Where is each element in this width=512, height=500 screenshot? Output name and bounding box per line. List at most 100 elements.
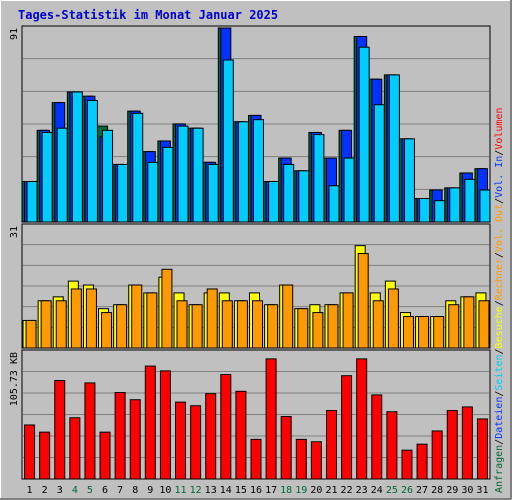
bar-seiten-day-16: [253, 119, 264, 223]
bar-seiten-day-26: [403, 138, 415, 223]
x-axis-day-label: 30: [461, 485, 473, 496]
bar-seiten-day-24: [373, 104, 385, 223]
bar-seiten-day-22: [343, 157, 355, 223]
bar-rechner-day-7: [116, 304, 128, 349]
bar-volumen-day-16: [250, 438, 262, 480]
bar-volumen-day-27: [416, 443, 428, 480]
bar-volumen-day-31: [476, 418, 488, 480]
legend-entry: /: [494, 348, 505, 354]
bar-seiten-day-21: [328, 185, 340, 223]
bar-seiten-day-7: [117, 163, 129, 223]
bar-seiten-day-18: [283, 163, 295, 223]
x-axis-day-label: 11: [174, 485, 186, 496]
bar-seiten-day-17: [268, 180, 280, 223]
bar-rechner-day-29: [448, 304, 460, 349]
bar-seiten-day-31: [479, 189, 491, 223]
x-axis-day-label: 14: [220, 485, 232, 496]
x-axis-day-label: 13: [205, 485, 217, 496]
bar-volumen-day-14: [220, 374, 232, 480]
bar-volumen-day-2: [39, 431, 51, 480]
bar-rechner-day-23: [357, 253, 369, 349]
bar-seiten-day-15: [237, 121, 249, 223]
bar-volumen-day-12: [190, 405, 202, 480]
bar-seiten-day-8: [132, 112, 144, 223]
bar-volumen-day-9: [144, 365, 156, 480]
panel-bottom-y-max-label: 105.73 KB: [9, 352, 20, 406]
legend-entry: /: [494, 252, 505, 258]
bar-seiten-day-4: [71, 91, 83, 223]
bar-rechner-day-25: [387, 288, 399, 349]
bar-volumen-day-29: [446, 410, 458, 480]
x-axis-day-label: 27: [416, 485, 428, 496]
bar-volumen-day-22: [341, 375, 353, 480]
bar-seiten-day-20: [313, 134, 325, 223]
bar-seiten-day-13: [207, 163, 219, 223]
bar-rechner-day-18: [282, 284, 294, 349]
bar-volumen-day-15: [235, 390, 247, 480]
right-series-legend: Anfragen/Dateien/Seiten/Besuche/Rechner/…: [494, 108, 505, 493]
x-axis-day-label: 5: [87, 485, 93, 496]
bar-volumen-day-19: [295, 438, 307, 480]
bar-rechner-day-5: [85, 288, 97, 349]
bar-rechner-day-26: [402, 316, 414, 349]
bar-seiten-day-30: [464, 178, 476, 223]
bar-volumen-day-17: [265, 358, 277, 480]
bar-volumen-day-24: [371, 394, 383, 480]
bar-volumen-day-5: [84, 382, 96, 480]
legend-entry: Rechner: [494, 258, 505, 300]
legend-entry: /: [494, 198, 505, 204]
x-axis-day-label: 25: [386, 485, 398, 496]
legend-entry: Anfragen: [494, 445, 505, 493]
bar-rechner-day-28: [433, 316, 445, 349]
x-axis-day-label: 23: [356, 485, 368, 496]
bar-volumen-day-6: [99, 431, 111, 480]
panel-top-y-max-label: 91: [9, 28, 20, 40]
legend-entry: /: [494, 391, 505, 397]
bar-rechner-day-3: [55, 300, 67, 349]
bar-volumen-day-18: [280, 416, 292, 480]
legend-entry: Volumen: [494, 108, 505, 150]
bar-volumen-day-3: [54, 380, 66, 480]
bar-rechner-day-11: [176, 300, 188, 349]
x-axis-day-label: 18: [280, 485, 292, 496]
legend-entry: Seiten: [494, 354, 505, 390]
bar-rechner-day-14: [221, 300, 233, 349]
bar-volumen-day-20: [310, 441, 322, 480]
x-axis-day-label: 31: [476, 485, 488, 496]
legend-entry: /: [494, 300, 505, 306]
x-axis-day-label: 20: [310, 485, 322, 496]
bar-rechner-day-20: [312, 312, 324, 349]
bar-seiten-day-27: [419, 198, 431, 223]
bar-volumen-day-1: [24, 424, 36, 480]
bar-seiten-day-25: [388, 74, 400, 223]
panel-middle-y-max-label: 31: [9, 226, 20, 238]
bar-volumen-day-21: [325, 410, 337, 480]
bar-seiten-day-6: [102, 129, 114, 223]
bar-rechner-day-4: [70, 288, 82, 349]
x-axis-day-label: 16: [250, 485, 262, 496]
bar-rechner-day-31: [478, 300, 490, 349]
x-axis-day-label: 15: [235, 485, 247, 496]
x-axis-day-label: 8: [132, 485, 138, 496]
bar-seiten-day-11: [177, 125, 189, 223]
bar-volumen-day-7: [114, 392, 126, 480]
x-axis-day-label: 4: [72, 485, 78, 496]
x-axis-day-label: 10: [159, 485, 171, 496]
x-axis-day-label: 1: [27, 485, 33, 496]
bar-volumen-day-11: [175, 401, 187, 480]
bar-rechner-day-15: [236, 300, 248, 349]
bar-volumen-day-8: [129, 399, 141, 480]
chart-title: Tages-Statistik im Monat Januar 2025: [18, 8, 278, 22]
bar-volumen-day-23: [356, 358, 368, 480]
x-axis-day-label: 3: [57, 485, 63, 496]
legend-entry: /: [494, 439, 505, 445]
bar-seiten-day-23: [358, 46, 370, 223]
legend-entry: /: [494, 150, 505, 156]
x-axis-day-label: 19: [295, 485, 307, 496]
bar-seiten-day-28: [434, 200, 446, 223]
bar-volumen-day-26: [401, 449, 413, 480]
bar-seiten-day-29: [449, 187, 461, 223]
legend-entry: Vol. Out: [494, 204, 505, 252]
